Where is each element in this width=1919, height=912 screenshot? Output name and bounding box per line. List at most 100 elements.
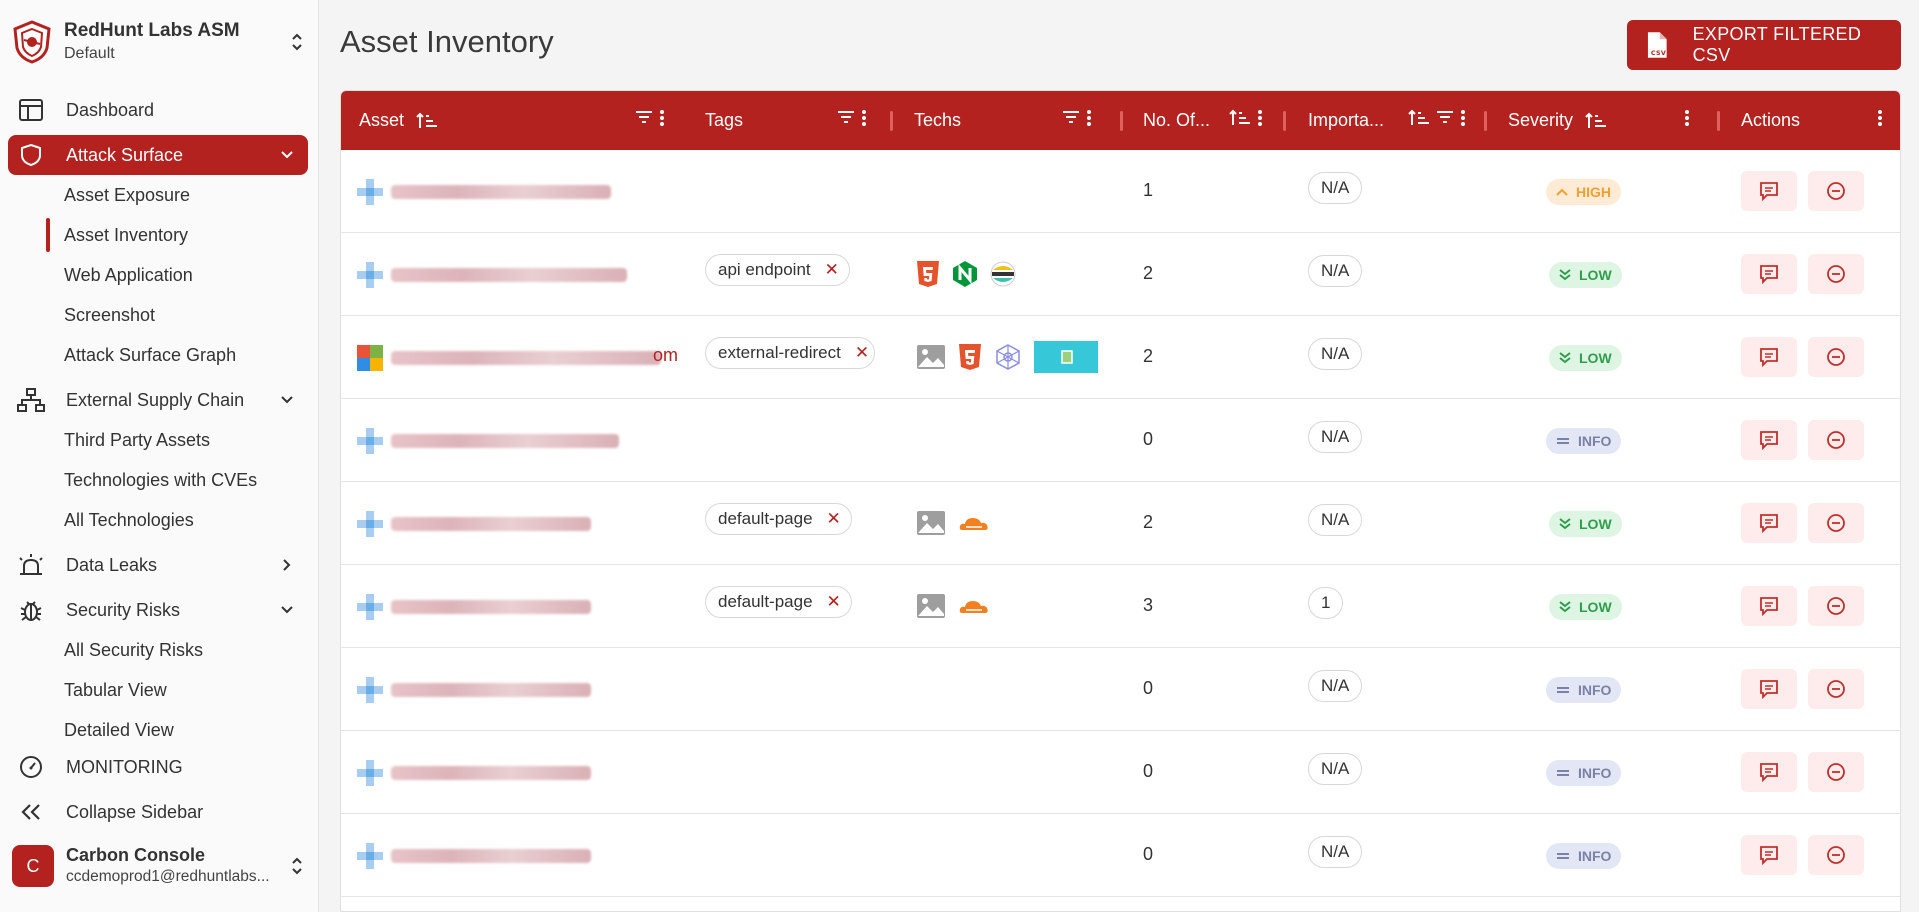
nav-data-leaks[interactable]: Data Leaks (8, 545, 308, 585)
table-row[interactable]: 0 N/A INFO (341, 399, 1900, 482)
remove-tag-icon[interactable]: ✕ (824, 260, 839, 279)
more-vertical-icon[interactable] (1460, 109, 1466, 127)
column-resize-handle[interactable] (1717, 111, 1720, 131)
importance-chip[interactable]: N/A (1308, 670, 1363, 702)
comment-button[interactable] (1741, 669, 1797, 709)
importance-chip[interactable]: N/A (1308, 421, 1363, 453)
importance-chip[interactable]: N/A (1308, 338, 1363, 370)
asset-name-redacted[interactable] (391, 683, 591, 697)
comment-button[interactable] (1741, 586, 1797, 626)
asset-name-redacted[interactable] (391, 185, 611, 199)
more-vertical-icon[interactable] (861, 109, 867, 127)
importance-chip[interactable]: N/A (1308, 836, 1363, 868)
remove-button[interactable] (1808, 337, 1864, 377)
tag-chip[interactable]: default-page ✕ (705, 503, 852, 535)
table-row[interactable]: default-page ✕ 3 1 LOW (341, 565, 1900, 648)
elastic-icon[interactable] (990, 261, 1016, 287)
screenshot-thumbnail[interactable] (1034, 341, 1098, 373)
importance-chip[interactable]: N/A (1308, 753, 1363, 785)
nav-attack-surface[interactable]: Attack Surface (8, 135, 308, 175)
comment-button[interactable] (1741, 171, 1797, 211)
remove-button[interactable] (1808, 752, 1864, 792)
column-resize-handle[interactable] (1484, 111, 1487, 131)
remove-button[interactable] (1808, 254, 1864, 294)
nav-dashboard[interactable]: Dashboard (8, 90, 308, 130)
comment-button[interactable] (1741, 835, 1797, 875)
nav-technologies-cves[interactable]: Technologies with CVEs (64, 470, 258, 490)
col-severity[interactable]: Severity (1508, 91, 1690, 150)
more-vertical-icon[interactable] (1684, 109, 1690, 127)
nav-web-application[interactable]: Web Application (64, 265, 193, 285)
importance-chip[interactable]: N/A (1308, 504, 1363, 536)
comment-button[interactable] (1741, 503, 1797, 543)
hexagon-tech-icon[interactable] (994, 343, 1022, 371)
remove-button[interactable] (1808, 420, 1864, 460)
asset-name-redacted[interactable] (391, 268, 627, 282)
remove-button[interactable] (1808, 586, 1864, 626)
image-icon[interactable] (916, 593, 946, 619)
nav-tabular-view[interactable]: Tabular View (64, 680, 167, 700)
table-row[interactable]: 0 N/A INFO (341, 731, 1900, 814)
asset-name-redacted[interactable] (391, 600, 591, 614)
table-row[interactable]: 0 N/A INFO (341, 648, 1900, 731)
html5-icon[interactable] (916, 260, 940, 288)
nav-detailed-view[interactable]: Detailed View (64, 720, 174, 740)
sort-asc-icon[interactable] (1408, 109, 1430, 127)
col-techs[interactable]: Techs (914, 91, 1114, 150)
nav-asset-exposure[interactable]: Asset Exposure (64, 185, 191, 205)
column-resize-handle[interactable] (1120, 111, 1123, 131)
user-menu[interactable]: C Carbon Console ccdemoprod1@redhuntlabs… (12, 842, 307, 890)
remove-tag-icon[interactable]: ✕ (854, 343, 870, 362)
export-csv-button[interactable]: CSV EXPORT FILTERED CSV (1627, 20, 1901, 70)
filter-icon[interactable] (1436, 109, 1454, 125)
nav-monitoring[interactable]: MONITORING (8, 747, 308, 787)
nav-all-security-risks[interactable]: All Security Risks (64, 640, 204, 660)
more-vertical-icon[interactable] (659, 109, 665, 127)
column-resize-handle[interactable] (1283, 111, 1286, 131)
col-tags[interactable]: Tags (705, 91, 895, 150)
cloudflare-icon[interactable] (958, 597, 990, 615)
sort-asc-icon[interactable] (1229, 109, 1251, 127)
filter-icon[interactable] (635, 109, 653, 125)
nav-asset-inventory[interactable]: Asset Inventory (64, 225, 189, 245)
col-asset[interactable]: Asset (359, 91, 664, 150)
more-vertical-icon[interactable] (1257, 109, 1263, 127)
comment-button[interactable] (1741, 337, 1797, 377)
importance-chip[interactable]: N/A (1308, 255, 1363, 287)
remove-button[interactable] (1808, 503, 1864, 543)
more-vertical-icon[interactable] (1877, 109, 1883, 127)
image-icon[interactable] (916, 344, 946, 370)
nginx-icon[interactable] (952, 260, 978, 288)
comment-button[interactable] (1741, 254, 1797, 294)
remove-tag-icon[interactable]: ✕ (826, 592, 841, 611)
sort-asc-icon[interactable] (1585, 112, 1607, 130)
table-row[interactable]: om external-redirect ✕ 2 N/A LOW (341, 316, 1900, 399)
table-row[interactable]: default-page ✕ 2 N/A LOW (341, 482, 1900, 565)
col-actions[interactable]: Actions (1741, 91, 1891, 150)
sort-asc-icon[interactable] (416, 112, 438, 130)
collapse-sidebar-button[interactable]: Collapse Sidebar (8, 792, 308, 832)
filter-icon[interactable] (1062, 109, 1080, 125)
table-row[interactable]: 0 N/A INFO (341, 814, 1900, 897)
nav-security-risks[interactable]: Security Risks (8, 590, 308, 630)
remove-button[interactable] (1808, 835, 1864, 875)
tag-chip[interactable]: default-page ✕ (705, 586, 852, 618)
table-row[interactable]: api endpoint ✕ 2 N/A LOW (341, 233, 1900, 316)
filter-icon[interactable] (837, 109, 855, 125)
col-count[interactable]: No. Of... (1143, 91, 1283, 150)
nav-screenshot[interactable]: Screenshot (64, 305, 156, 325)
cloudflare-icon[interactable] (958, 514, 990, 532)
remove-button[interactable] (1808, 669, 1864, 709)
importance-chip[interactable]: N/A (1308, 172, 1363, 204)
remove-button[interactable] (1808, 171, 1864, 211)
asset-name-redacted[interactable] (391, 351, 661, 365)
image-icon[interactable] (916, 510, 946, 536)
asset-name-redacted[interactable] (391, 517, 591, 531)
asset-name-redacted[interactable] (391, 849, 591, 863)
column-resize-handle[interactable] (890, 111, 893, 131)
nav-external-supply-chain[interactable]: External Supply Chain (8, 380, 308, 420)
asset-name-redacted[interactable] (391, 766, 591, 780)
nav-third-party-assets[interactable]: Third Party Assets (64, 430, 211, 450)
html5-icon[interactable] (958, 343, 982, 371)
tag-chip[interactable]: external-redirect ✕ (705, 337, 875, 369)
